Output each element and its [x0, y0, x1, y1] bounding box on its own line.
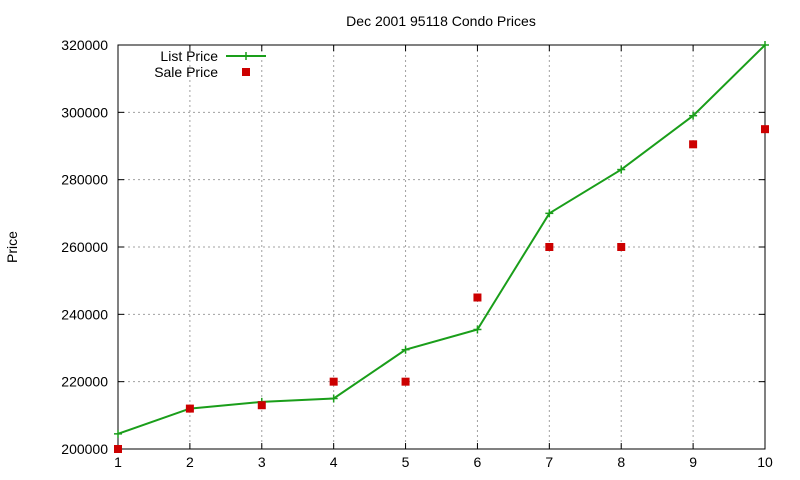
data-point — [761, 41, 769, 49]
axis-ticks — [117, 44, 766, 450]
y-tick-label: 220000 — [61, 374, 108, 390]
x-tick-label: 10 — [757, 454, 773, 470]
y-tick-label: 300000 — [61, 104, 108, 120]
data-series — [114, 41, 769, 453]
x-tick-label: 6 — [474, 454, 482, 470]
data-point — [257, 401, 266, 410]
y-tick-label: 240000 — [61, 306, 108, 322]
y-tick-label: 260000 — [61, 239, 108, 255]
legend-marker — [242, 52, 250, 60]
data-point — [545, 243, 554, 251]
y-tick-label: 280000 — [61, 172, 108, 188]
legend-label: List Price — [160, 48, 218, 64]
data-point — [545, 209, 554, 218]
x-tick-label: 8 — [617, 454, 625, 470]
y-tick-label: 320000 — [61, 37, 108, 53]
x-tick-label: 7 — [545, 454, 553, 470]
series-line — [117, 44, 766, 435]
x-tick-label: 5 — [402, 454, 410, 470]
data-point — [401, 377, 410, 386]
x-tick-label: 1 — [114, 454, 122, 470]
data-point — [473, 293, 482, 302]
data-point — [329, 377, 338, 386]
data-point — [689, 140, 698, 149]
grid-lines — [118, 45, 765, 449]
data-point — [761, 125, 769, 134]
data-point — [401, 345, 410, 354]
legend-marker — [242, 68, 250, 76]
tick-labels: 1 2 3 4 5 6 7 8 9 10 200000 220000 240000 260000 28000… — [61, 37, 773, 470]
x-tick-label: 9 — [689, 454, 697, 470]
x-tick-label: 2 — [186, 454, 194, 470]
data-point — [114, 445, 122, 453]
legend-label: Sale Price — [154, 64, 218, 80]
series-list-price — [114, 41, 769, 438]
data-point — [617, 165, 626, 174]
y-axis-label: Price — [4, 231, 20, 263]
data-point — [114, 429, 122, 438]
data-point — [617, 243, 626, 251]
x-tick-label: 4 — [330, 454, 338, 470]
chart-title: Dec 2001 95118 Condo Prices — [346, 13, 536, 29]
series-sale-price — [114, 125, 769, 453]
data-point — [185, 404, 194, 413]
data-point — [689, 111, 698, 120]
x-tick-label: 3 — [258, 454, 266, 470]
data-point — [473, 325, 482, 334]
data-point — [329, 394, 338, 403]
y-tick-label: 200000 — [61, 441, 108, 457]
plot-frame — [117, 44, 766, 450]
